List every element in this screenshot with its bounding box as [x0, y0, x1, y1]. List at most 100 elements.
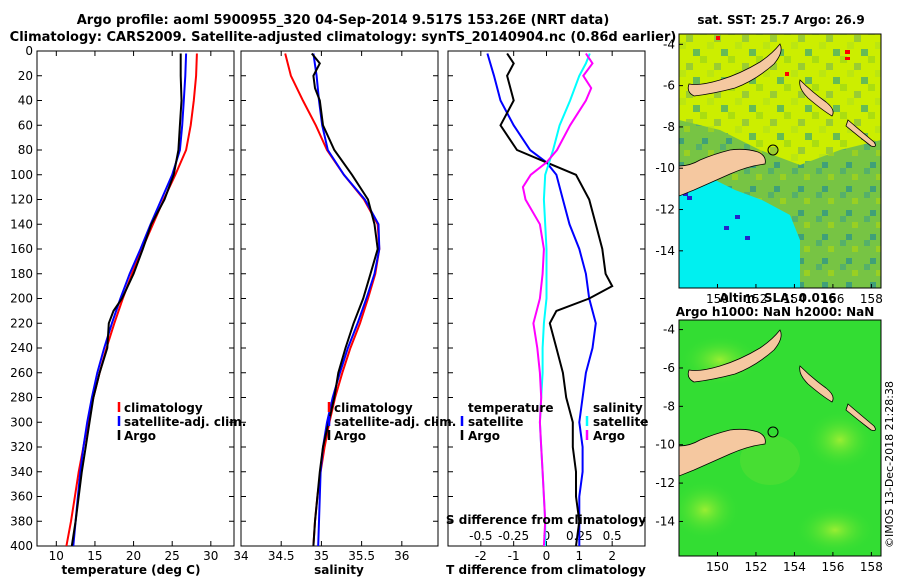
- sst-hot-pixel: [845, 57, 850, 60]
- map-y-tick-label: -12: [655, 203, 675, 217]
- sla-land-new-ireland: [799, 365, 834, 403]
- map-y-tick-label: -14: [655, 514, 675, 528]
- salinity-xlabel: salinity: [314, 563, 364, 577]
- x-tick-top-label: 0.5: [603, 529, 622, 543]
- map-y-tick-label: -4: [663, 37, 675, 51]
- x-tick-label: 15: [87, 549, 102, 563]
- x-tick-top-label: -0.5: [469, 529, 492, 543]
- sla-anomaly: [805, 410, 875, 470]
- temperature-legend: climatology satellite-adj. clim. Argo: [117, 401, 246, 443]
- legend-temperature-title: temperature: [468, 401, 553, 415]
- sst-blue-pixel: [724, 226, 729, 230]
- temperature-panel: 0 20 40 60 80 100 120 140 160 180 200 220 240 260 280 3…: [10, 44, 235, 563]
- series-salinity-argo: [521, 52, 594, 546]
- y-tick-label: 140: [10, 217, 33, 231]
- credit-text: ©IMOS 13-Dec-2018 21:28:38: [883, 381, 896, 548]
- series-temperature-satellite: [486, 53, 597, 546]
- sst-land-new-britain: [687, 43, 782, 97]
- legend-argo: Argo: [124, 429, 156, 443]
- map-y-tick-label: -10: [655, 161, 675, 175]
- map-y-tick-label: -8: [663, 399, 675, 413]
- map-y-tick-label: -12: [655, 476, 675, 490]
- map-x-tick-label: 154: [783, 560, 806, 574]
- y-tick-label: 400: [10, 539, 33, 553]
- series-argo: [70, 53, 183, 546]
- sst-argo-float-marker: [767, 144, 779, 156]
- legend-s-satellite: satellite: [593, 415, 648, 429]
- y-tick-label: 100: [10, 168, 33, 182]
- sst-blue-pixel: [745, 236, 750, 240]
- y-tick-label: 60: [18, 118, 33, 132]
- sla-land-png: [679, 428, 766, 477]
- map-y-tick-label: -14: [655, 244, 675, 258]
- y-tick-label: 80: [18, 143, 33, 157]
- y-tick-label: 160: [10, 242, 33, 256]
- legend-t-argo: Argo: [468, 429, 500, 443]
- map-x-tick-label: 156: [821, 292, 844, 306]
- sst-land-new-ireland: [799, 79, 834, 117]
- plot-frame: [240, 50, 439, 547]
- sla-map-title: Altim. SLA: 0.016: [719, 291, 836, 305]
- y-tick-label: 40: [18, 94, 33, 108]
- y-tick-label: 300: [10, 415, 33, 429]
- map-x-tick-label: 158: [860, 292, 883, 306]
- plot-frame: [36, 50, 235, 547]
- y-tick-label: 280: [10, 391, 33, 405]
- legend-climatology-s: climatology: [334, 401, 413, 415]
- map-frame: [678, 319, 882, 557]
- legend-s-argo: Argo: [593, 429, 625, 443]
- sla-land-solomons: [845, 403, 876, 431]
- map-x-tick-label: 150: [706, 292, 729, 306]
- x-tick-label: 25: [165, 549, 180, 563]
- sla-argo-float-marker: [767, 426, 779, 438]
- sst-hot-pixel: [845, 50, 850, 54]
- sla-map-axes: 150 152 154 156 158 -4 -6 -8 -10 -12 -14: [655, 319, 883, 574]
- x-tick-label: 2: [608, 549, 616, 563]
- legend-t-satellite: satellite: [468, 415, 523, 429]
- x-tick-label: 35: [314, 549, 329, 563]
- x-tick-label: -1: [508, 549, 520, 563]
- sst-map-title: sat. SST: 25.7 Argo: 26.9: [697, 13, 864, 27]
- x-tick-label: 34: [233, 549, 248, 563]
- series-temperature-argo: [499, 52, 614, 546]
- map-x-tick-label: 152: [744, 560, 767, 574]
- x-tick-label: -2: [475, 549, 487, 563]
- x-tick-label: 1: [576, 549, 584, 563]
- x-tick-top-label: -0.25: [498, 529, 529, 543]
- map-y-tick-label: -4: [663, 323, 675, 337]
- sst-blue-pixel: [735, 215, 740, 219]
- legend-satellite-adj: satellite-adj. clim.: [124, 415, 246, 429]
- sst-blue-pixel: [683, 192, 688, 196]
- series-satellite-adj-clim-: [72, 53, 188, 546]
- series-argo: [311, 52, 379, 546]
- y-tick-label: 380: [10, 514, 33, 528]
- sla-anomaly: [679, 480, 740, 540]
- map-x-tick-label: 156: [821, 560, 844, 574]
- sst-cold-region: [679, 165, 800, 288]
- sst-hot-pixel: [716, 36, 720, 40]
- map-x-tick-label: 150: [706, 560, 729, 574]
- y-tick-label: 20: [18, 69, 33, 83]
- y-tick-label: 340: [10, 465, 33, 479]
- y-tick-label: 360: [10, 490, 33, 504]
- sst-land-solomons: [845, 119, 876, 147]
- difference-panel: -2 -1 0 1 2-0.5 -0.25 0 0.25 0.5: [447, 50, 646, 563]
- y-tick-label: 120: [10, 193, 33, 207]
- figure-title-line2: Climatology: CARS2009. Satellite-adjuste…: [10, 30, 677, 45]
- map-y-tick-label: -6: [663, 79, 675, 93]
- map-x-tick-label: 154: [783, 292, 806, 306]
- sla-anomaly: [795, 505, 875, 555]
- sst-map-axes: 150 152 154 156 158 -4 -6 -8 -10 -12 -14: [655, 33, 883, 306]
- map-y-tick-label: -10: [655, 438, 675, 452]
- x-tick-label: 34.5: [268, 549, 295, 563]
- map-x-tick-label: 152: [744, 292, 767, 306]
- difference-legend: temperature satellite Argo salinity sate…: [460, 401, 648, 443]
- map-x-tick-label: 158: [860, 560, 883, 574]
- salinity-legend: climatology satellite-adj. clim. Argo: [327, 401, 456, 443]
- y-tick-label: 220: [10, 316, 33, 330]
- legend-salinity-title: salinity: [593, 401, 643, 415]
- sst-blue-pixel: [687, 196, 692, 200]
- series-climatology: [65, 53, 198, 546]
- map-y-tick-label: -6: [663, 361, 675, 375]
- legend-satellite-adj-s: satellite-adj. clim.: [334, 415, 456, 429]
